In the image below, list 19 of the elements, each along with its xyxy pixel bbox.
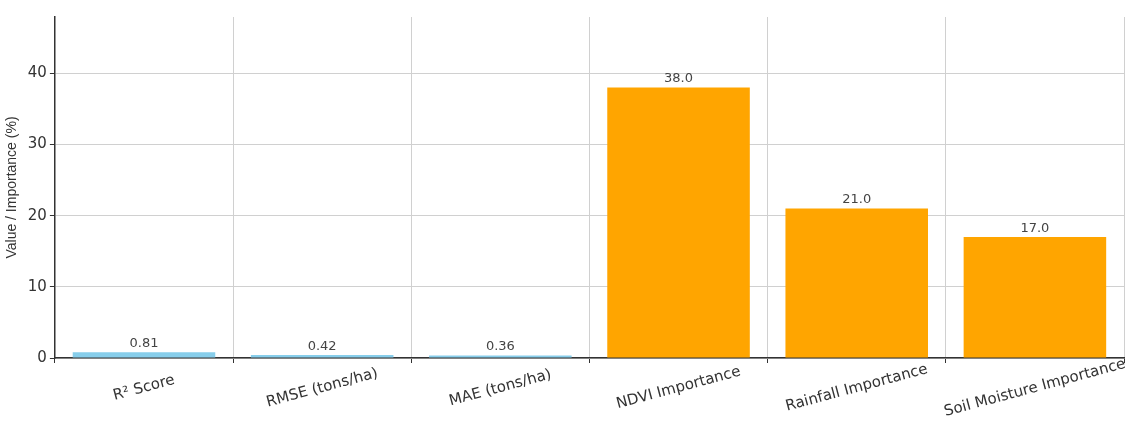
- x-tick-label: R² Score: [110, 370, 177, 404]
- data-label: 0.42: [307, 337, 337, 353]
- data-label: 38.0: [664, 70, 694, 86]
- bar: [250, 355, 394, 358]
- data-label: 0.81: [129, 335, 159, 351]
- bar: [72, 352, 216, 358]
- data-label: 21.0: [842, 191, 872, 207]
- data-label: 0.36: [485, 338, 515, 354]
- y-tick-label: 10: [27, 276, 47, 295]
- y-tick-label: 20: [27, 205, 47, 224]
- y-tick-label: 30: [27, 134, 47, 153]
- bar: [785, 208, 928, 358]
- data-label: 17.0: [1020, 219, 1050, 235]
- bar: [429, 355, 572, 358]
- y-tick-label: 40: [27, 63, 47, 82]
- y-axis-title: Value / Importance (%): [3, 116, 20, 259]
- bar: [607, 87, 750, 358]
- y-tick-label: 0: [37, 347, 47, 366]
- bar: [963, 236, 1107, 358]
